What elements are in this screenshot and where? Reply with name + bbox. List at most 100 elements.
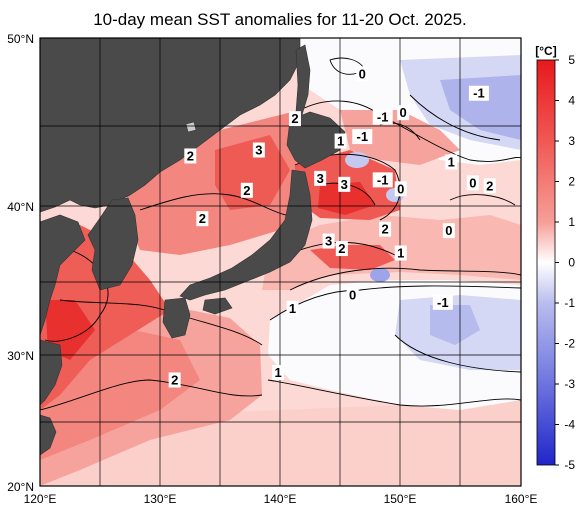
lon-label-160: 160°E — [505, 492, 538, 506]
colorbar-tick-label: 2 — [568, 175, 575, 189]
contour-label: 0 — [469, 175, 476, 190]
map-frame — [39, 37, 522, 487]
contour-label: 0 — [397, 181, 404, 196]
contour-label-bg — [379, 221, 392, 237]
map-title: 10-day mean SST anomalies for 11-20 Oct.… — [93, 10, 467, 29]
colorbar-tick-label: 4 — [568, 94, 575, 108]
contour-label-bg — [394, 181, 407, 197]
contour-label-bg — [372, 172, 393, 188]
lat-label-30: 30°N — [7, 349, 34, 363]
colorbar-gradient — [536, 59, 556, 466]
contour-label: 2 — [486, 178, 493, 193]
colorbar-tick-label: -5 — [564, 458, 575, 472]
lat-label-50: 50°N — [7, 32, 34, 46]
contour-label-bg — [397, 105, 410, 121]
contour-label-bg — [394, 245, 407, 261]
contour-label-bg — [168, 372, 181, 388]
contour-label-bg — [468, 85, 489, 101]
contour-label: 0 — [400, 105, 407, 120]
anomaly-region-japan-sea-core — [215, 135, 290, 210]
contour-label: 2 — [199, 211, 206, 226]
colorbar-unit: [°C] — [535, 44, 556, 58]
contour-label-bg — [314, 170, 327, 186]
contour-label: 0 — [359, 66, 366, 81]
contour-label: 1 — [289, 301, 296, 316]
land-taiwan — [40, 414, 57, 456]
contour-label: -1 — [377, 110, 389, 125]
contour-label-bg — [288, 111, 301, 127]
contour-label: 1 — [397, 246, 404, 261]
contour-label-bg — [322, 233, 335, 249]
contour-label: -1 — [377, 172, 389, 187]
lon-label-140: 140°E — [264, 492, 297, 506]
land-honshu — [179, 169, 313, 301]
contour-label: 2 — [338, 241, 345, 256]
contour-label-bg — [466, 175, 479, 191]
contour-label-bg — [483, 178, 496, 194]
colorbar-tick-label: -4 — [564, 418, 575, 432]
contour-label-bg — [445, 154, 458, 170]
contour-label-bg — [240, 182, 253, 198]
lon-label-120: 120°E — [24, 492, 57, 506]
contour-label: 3 — [317, 171, 324, 186]
contour-label-bg — [338, 176, 351, 192]
colorbar-tick-label: -3 — [564, 377, 575, 391]
colorbar-ticks: 5 4 3 2 1 0 -1 -2 -3 -4 -5 — [555, 53, 575, 472]
colorbar-tick-label: 1 — [568, 215, 575, 229]
land-mainland-north — [40, 38, 301, 213]
land-korea — [87, 197, 139, 291]
land-kyushu — [162, 297, 191, 339]
contour-label: 2 — [243, 183, 250, 198]
land-china-south — [40, 339, 63, 406]
contour-label: 2 — [171, 372, 178, 387]
colorbar-tick-label: 0 — [568, 256, 575, 270]
anomaly-region-ecs — [40, 225, 170, 410]
colorbar-tick-label: 5 — [568, 53, 575, 67]
land-shikoku — [202, 297, 233, 315]
contour-label: 3 — [341, 177, 348, 192]
contour-label: 2 — [187, 148, 194, 163]
contour-label-bg — [432, 294, 453, 310]
lat-label-40: 40°N — [7, 200, 34, 214]
land-sakhalin — [295, 44, 311, 116]
contour-label-bg — [252, 142, 265, 158]
contour-label-bg — [352, 129, 373, 145]
colorbar-tick-label: 3 — [568, 134, 575, 148]
land-china-coast — [40, 214, 86, 336]
contour-label: 2 — [382, 222, 389, 237]
contour-label: 1 — [274, 365, 281, 380]
contour-label: 1 — [448, 154, 455, 169]
contour-label-bg — [372, 109, 393, 125]
lon-label-130: 130°E — [144, 492, 177, 506]
colorbar: [°C] 5 4 3 2 1 0 -1 -2 -3 -4 -5 — [535, 44, 575, 472]
land — [40, 38, 346, 456]
contour-label-bg — [335, 241, 348, 257]
contour-label: -1 — [437, 295, 449, 310]
contour-label-bg — [286, 300, 299, 316]
contour-label-bg — [346, 287, 359, 303]
anomaly-region-cool-east-core — [430, 305, 480, 345]
colorbar-tick-label: -2 — [564, 337, 575, 351]
anomaly-region-kuroshio-core — [310, 245, 395, 270]
contour-label: -1 — [356, 129, 368, 144]
contour-label: 3 — [255, 142, 262, 157]
contour-label: 0 — [445, 223, 452, 238]
contour-label-bg — [196, 211, 209, 227]
contour-label-bg — [272, 365, 285, 380]
contour-label: 0 — [349, 287, 356, 302]
colorbar-tick-label: -1 — [564, 296, 575, 310]
contour-label: 1 — [337, 134, 344, 149]
lat-label-20: 20°N — [7, 480, 34, 494]
contour-label-bg — [442, 223, 455, 239]
contour-label-bg — [356, 66, 369, 82]
contour-label-bg — [334, 133, 347, 149]
contour-label: -1 — [473, 86, 485, 101]
land-island — [185, 121, 197, 133]
lon-label-150: 150°E — [384, 492, 417, 506]
cool-eddy-1 — [370, 268, 390, 282]
contour-label: 3 — [325, 234, 332, 249]
contour-label: 2 — [291, 111, 298, 126]
contour-label-bg — [184, 148, 197, 164]
